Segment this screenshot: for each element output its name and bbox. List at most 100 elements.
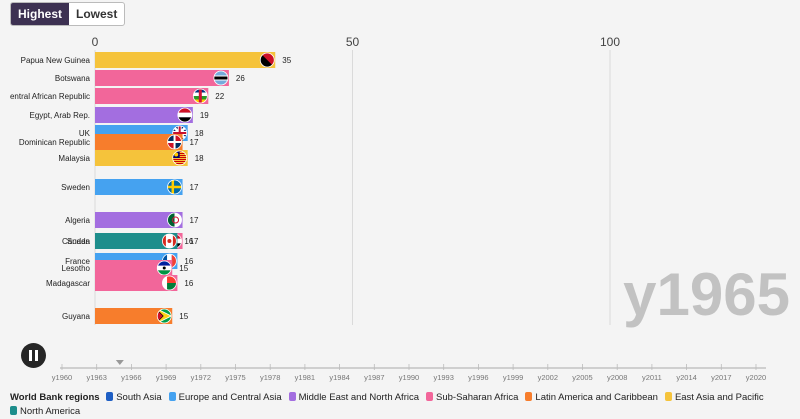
timeline-label[interactable]: y1978 <box>260 373 280 382</box>
legend-label: East Asia and Pacific <box>674 392 764 403</box>
bar[interactable] <box>95 308 173 324</box>
legend-item[interactable]: Europe and Central Asia <box>168 391 282 405</box>
bar-value-label: 19 <box>200 111 209 120</box>
bar-category-label: UK <box>79 129 91 138</box>
sweden-flag-icon <box>167 180 182 194</box>
timeline-label[interactable]: y1984 <box>329 373 349 382</box>
timeline-label[interactable]: y2002 <box>538 373 558 382</box>
x-tick-label-100: 100 <box>600 35 620 49</box>
guyana-flag-icon <box>157 309 172 323</box>
legend-label: North America <box>20 406 81 417</box>
bar-category-label: Sweden <box>61 183 90 192</box>
legend-item[interactable]: Middle East and North Africa <box>288 391 420 405</box>
timeline-label[interactable]: y1987 <box>364 373 384 382</box>
bar[interactable] <box>95 233 178 249</box>
timeline-label[interactable]: y1993 <box>433 373 453 382</box>
madagascar-flag-icon <box>162 276 177 290</box>
legend-item[interactable]: East Asia and Pacific <box>664 391 764 405</box>
bar-category-label: Lesotho <box>62 264 91 273</box>
bar-value-label: 26 <box>236 74 245 83</box>
timeline-handle[interactable] <box>115 360 124 365</box>
bar-value-label: 18 <box>195 154 204 163</box>
legend-item[interactable]: Sub-Saharan Africa <box>426 391 518 405</box>
bar[interactable] <box>95 134 183 150</box>
legend-swatch <box>10 406 17 415</box>
bar[interactable] <box>95 212 183 228</box>
dominican-republic-flag-icon <box>167 135 182 149</box>
timeline-label[interactable]: y2005 <box>572 373 592 382</box>
x-tick-label-0: 0 <box>92 35 99 49</box>
legend-label: Middle East and North Africa <box>298 392 420 403</box>
bar-value-label: 15 <box>179 264 188 273</box>
timeline-label[interactable]: y1996 <box>468 373 488 382</box>
bar-category-label: Botswana <box>55 74 91 83</box>
bar[interactable] <box>95 275 178 291</box>
timeline-label[interactable]: y1972 <box>191 373 211 382</box>
bar-group: Guyana 15 <box>62 308 189 324</box>
timeline-label[interactable]: y2008 <box>607 373 627 382</box>
legend-swatch <box>525 392 533 401</box>
pause-icon <box>29 350 32 361</box>
bar[interactable] <box>95 179 183 195</box>
bar-value-label: 16 <box>184 279 193 288</box>
botswana-flag-icon <box>213 71 228 85</box>
bar-category-label: entral African Republic <box>10 92 90 101</box>
bar[interactable] <box>95 150 188 166</box>
bar-value-label: 15 <box>179 312 188 321</box>
timeline-slider[interactable]: y1960 y1963 y1966 y1969 y1972 y1975 y1978 y1981… <box>52 360 766 382</box>
x-tick-label-50: 50 <box>346 35 360 49</box>
bar-value-label: 22 <box>215 92 224 101</box>
highest-button[interactable]: Highest <box>11 3 70 25</box>
bar[interactable] <box>95 70 229 86</box>
timeline-label[interactable]: y1975 <box>225 373 245 382</box>
algeria-flag-icon <box>167 213 182 227</box>
timeline-label[interactable]: y2011 <box>642 373 662 382</box>
bar-category-label: Papua New Guinea <box>21 56 91 65</box>
bar[interactable] <box>95 260 173 276</box>
legend: World Bank regions South Asia Europe and … <box>10 391 790 419</box>
bar-value-label: 18 <box>195 129 204 138</box>
legend-item[interactable]: North America <box>10 405 80 419</box>
timeline-label[interactable]: y1960 <box>52 373 72 382</box>
malaysia-flag-icon <box>172 151 187 164</box>
legend-swatch <box>288 392 296 401</box>
timeline-label[interactable]: y2020 <box>746 373 766 382</box>
legend-label: South Asia <box>116 392 162 403</box>
bar-group: Algeria 17 <box>65 212 199 228</box>
bar-group: Madagascar 16 <box>46 275 194 291</box>
bar-category-label: Canada <box>62 237 91 246</box>
legend-label: Latin America and Caribbean <box>535 392 658 403</box>
current-period-watermark: y1965 <box>623 261 790 328</box>
bar-group: Papua New Guinea 35 <box>21 52 292 68</box>
bar-value-label: 16 <box>184 237 193 246</box>
pause-button[interactable] <box>21 343 46 368</box>
timeline-label[interactable]: y1981 <box>295 373 315 382</box>
legend-item[interactable]: South Asia <box>106 391 162 405</box>
bar[interactable] <box>95 107 193 123</box>
central-african-republic-flag-icon <box>193 89 208 103</box>
bar-group: Canada 16 <box>62 233 194 249</box>
bar-group: Botswana 26 <box>55 70 245 86</box>
bar-value-label: 17 <box>190 138 199 147</box>
timeline-label[interactable]: y2017 <box>711 373 731 382</box>
timeline-label[interactable]: y1963 <box>86 373 106 382</box>
bar-value-label: 35 <box>282 56 291 65</box>
bar-chart-race: 0 50 100 Papua New Guinea 35 Botswana 26 entra… <box>10 35 790 382</box>
bar-category-label: Sudan <box>67 237 90 246</box>
legend-label: Europe and Central Asia <box>178 392 282 403</box>
legend-item[interactable]: Latin America and Caribbean <box>525 391 658 405</box>
timeline-label[interactable]: y1990 <box>399 373 419 382</box>
timeline-label[interactable]: y1969 <box>156 373 176 382</box>
bar-group: Malaysia 18 <box>58 150 204 166</box>
bar[interactable] <box>95 52 276 68</box>
timeline-label[interactable]: y1999 <box>503 373 523 382</box>
bar-group: Sweden 17 <box>61 179 199 195</box>
legend-swatch <box>664 392 672 401</box>
bar-category-label: Madagascar <box>46 279 90 288</box>
timeline-label[interactable]: y2014 <box>676 373 696 382</box>
lowest-button[interactable]: Lowest <box>76 7 118 21</box>
timeline-label[interactable]: y1966 <box>121 373 141 382</box>
bar[interactable] <box>95 88 209 104</box>
canada-flag-icon <box>162 234 177 248</box>
bar-value-label: 17 <box>190 183 199 192</box>
